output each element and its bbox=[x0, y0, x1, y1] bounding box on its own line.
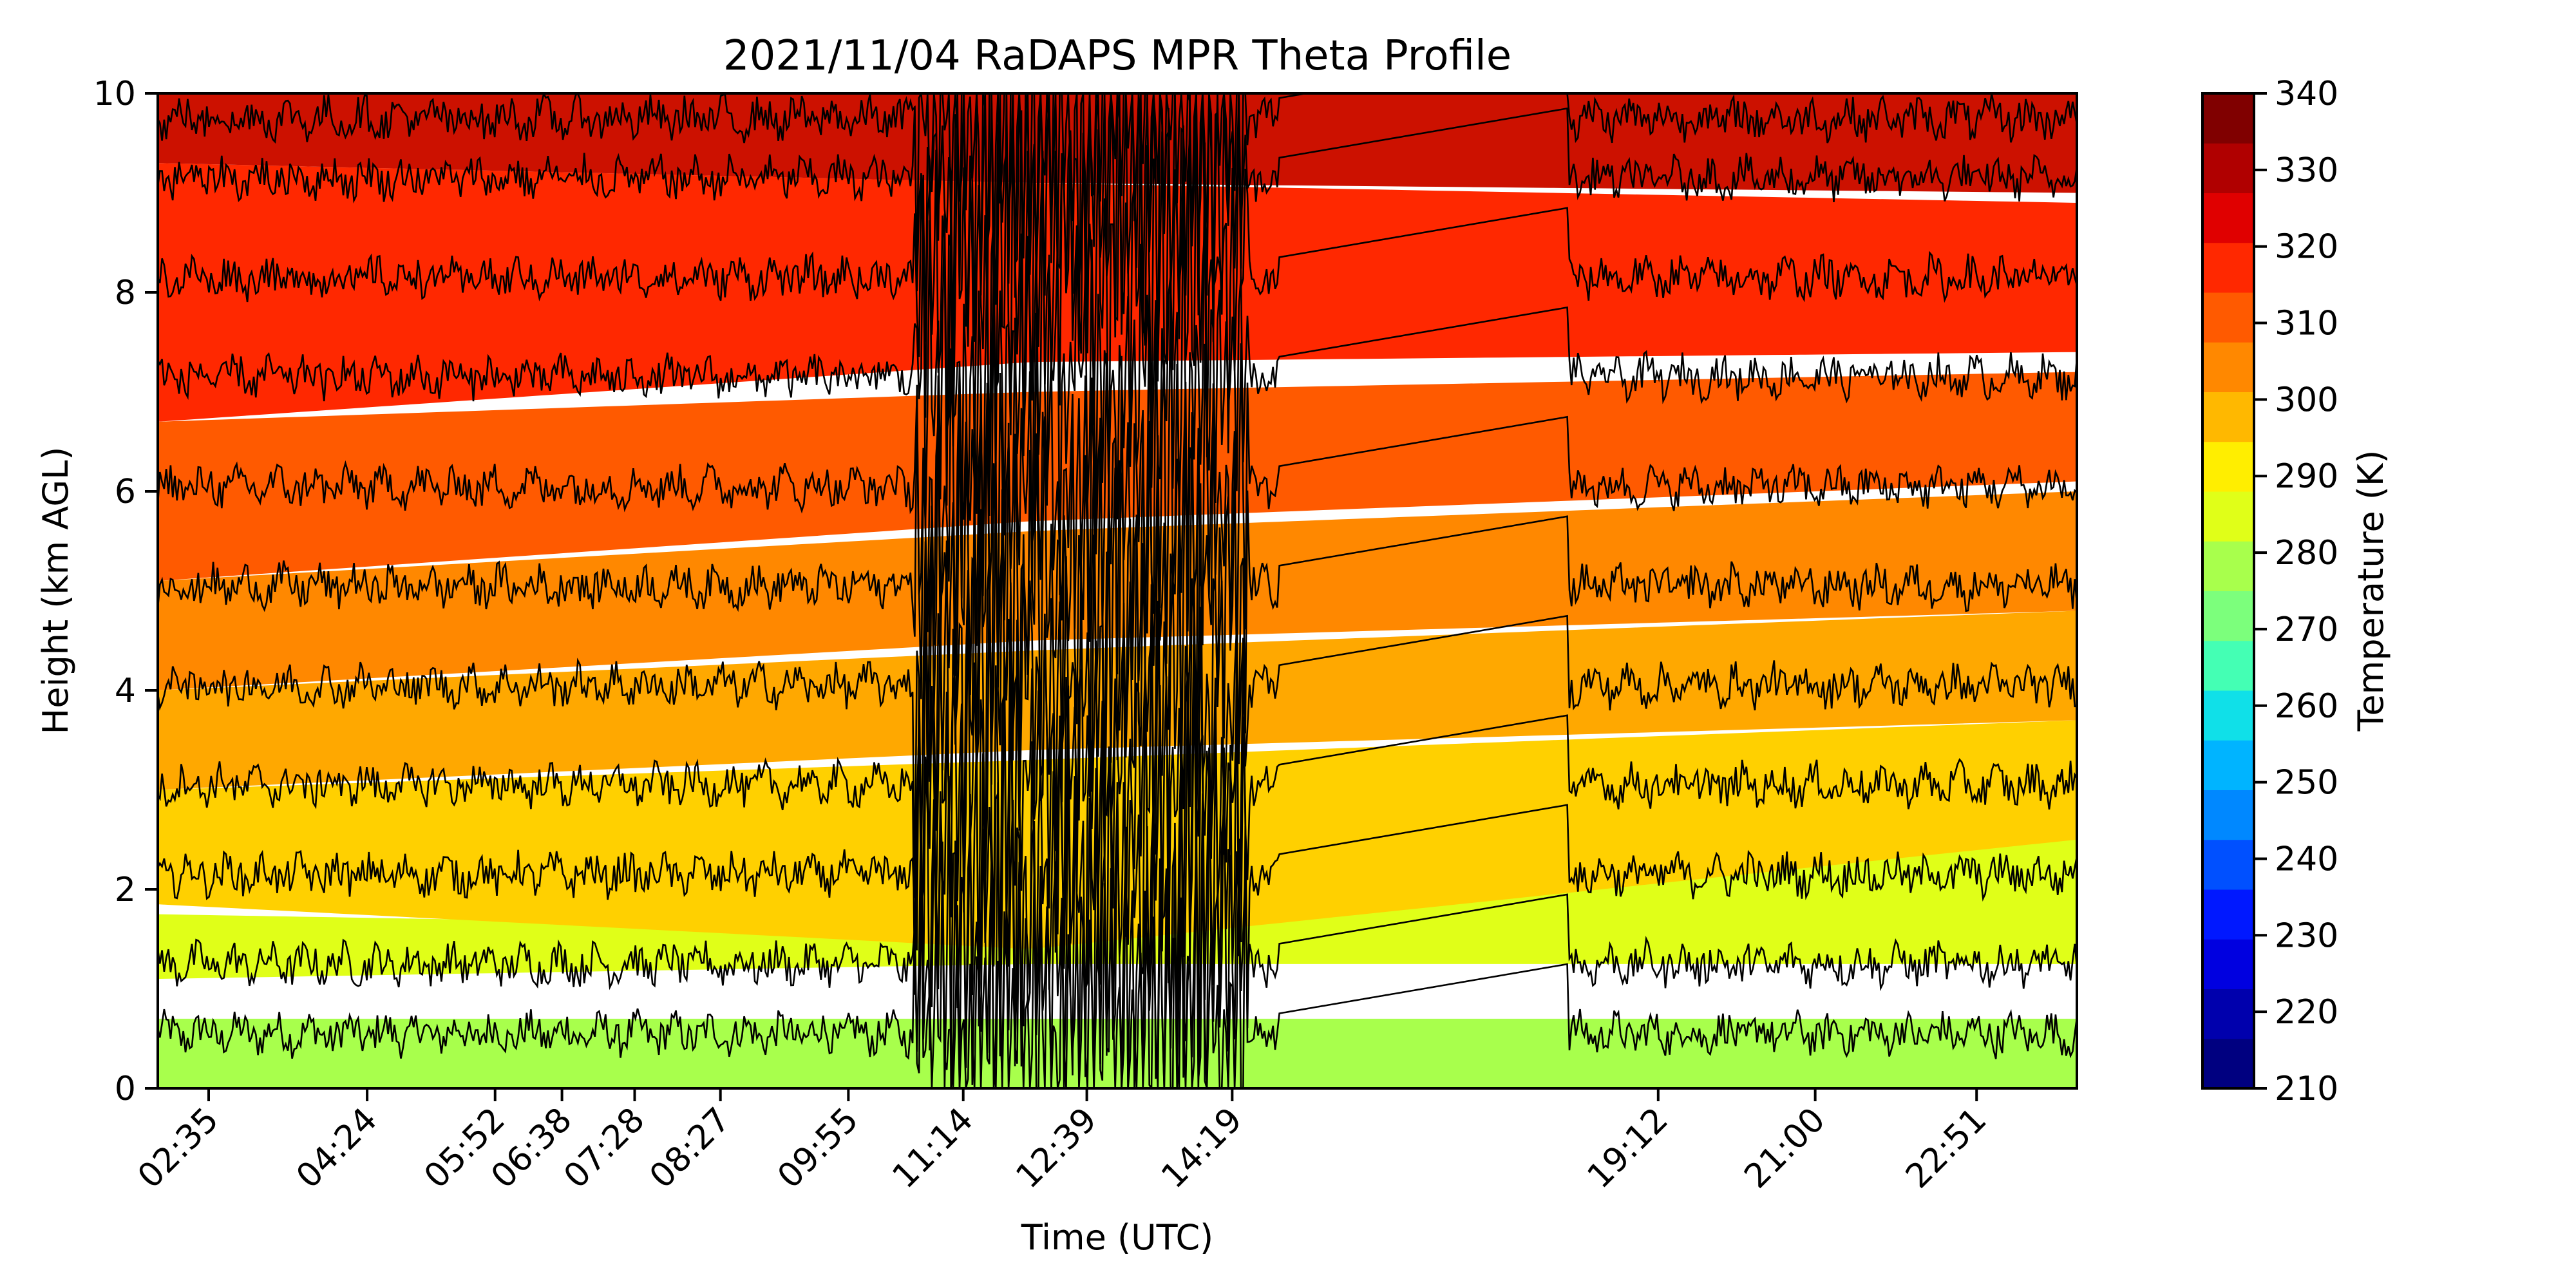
temperature-band-290 bbox=[158, 819, 2077, 980]
colorbar-tick-label: 270 bbox=[2275, 611, 2338, 649]
contour-line bbox=[158, 800, 2077, 1088]
contour-lines bbox=[158, 93, 2077, 1088]
colorbar-tick-label: 240 bbox=[2275, 840, 2338, 878]
colorbar-tick-label: 320 bbox=[2275, 228, 2338, 267]
x-tick-label: 12:39 bbox=[1009, 1101, 1104, 1196]
y-tick-label: 6 bbox=[115, 473, 136, 511]
colorbar-tick-label: 230 bbox=[2275, 916, 2338, 955]
colorbar-tick-label: 260 bbox=[2275, 687, 2338, 726]
colorbar-segment bbox=[2202, 93, 2254, 144]
colorbar-segment bbox=[2202, 640, 2254, 691]
colorbar-tick-label: 300 bbox=[2275, 381, 2338, 419]
colorbar-segment bbox=[2202, 342, 2254, 392]
contour-line bbox=[158, 93, 2077, 352]
x-tick-label: 07:28 bbox=[556, 1101, 652, 1196]
colorbar-tick-label: 310 bbox=[2275, 305, 2338, 343]
colorbar-segment bbox=[2202, 143, 2254, 193]
colorbar-segment bbox=[2202, 939, 2254, 989]
x-tick-label: 04:24 bbox=[289, 1101, 384, 1196]
x-tick-label: 22:51 bbox=[1899, 1101, 1994, 1196]
x-tick-label: 14:19 bbox=[1154, 1101, 1249, 1196]
x-tick-label: 02:35 bbox=[131, 1101, 226, 1196]
colorbar-tick-label: 250 bbox=[2275, 764, 2338, 802]
x-tick-label: 09:55 bbox=[770, 1101, 866, 1196]
colorbar-tick-label: 280 bbox=[2275, 534, 2338, 573]
colorbar: 210 220 230 240 250 260 270 280 290 300 310 320 330 3… bbox=[2201, 75, 2338, 1108]
chart-title: 2021/11/04 RaDAPS MPR Theta Profile bbox=[723, 32, 1511, 80]
colorbar-tick-label: 220 bbox=[2275, 993, 2338, 1032]
plot-area bbox=[158, 93, 2077, 1088]
plot-frame bbox=[156, 92, 2078, 1090]
colorbar-tick-label: 330 bbox=[2275, 151, 2338, 190]
colorbar-segment bbox=[2202, 889, 2254, 940]
colorbar-segment bbox=[2202, 541, 2254, 591]
colorbar-label: Temperature (K) bbox=[2351, 450, 2391, 732]
y-axis-label: Height (km AGL) bbox=[35, 447, 76, 735]
colorbar-segment bbox=[2202, 790, 2254, 840]
colorbar-segment bbox=[2202, 1038, 2254, 1089]
x-axis-label: Time (UTC) bbox=[1021, 1217, 1214, 1258]
x-tick-label: 21:00 bbox=[1737, 1101, 1832, 1196]
colorbar-segment bbox=[2202, 193, 2254, 243]
colorbar-segment bbox=[2202, 989, 2254, 1039]
colorbar-segment bbox=[2202, 740, 2254, 790]
contour-line bbox=[158, 265, 2077, 684]
x-tick-label: 19:12 bbox=[1580, 1101, 1676, 1196]
colorbar-segment bbox=[2202, 441, 2254, 492]
contour-line bbox=[158, 355, 2077, 814]
y-tick-label: 2 bbox=[115, 871, 136, 909]
colorbar-tick-label: 340 bbox=[2275, 75, 2338, 113]
colorbar-frame bbox=[2201, 92, 2255, 1090]
temperature-band-285 bbox=[158, 1018, 2077, 1088]
colorbar-segment bbox=[2202, 690, 2254, 741]
x-tick-label: 08:27 bbox=[642, 1101, 737, 1196]
colorbar-segment bbox=[2202, 491, 2254, 542]
y-axis: 0 2 4 6 8 10 bbox=[93, 75, 158, 1108]
colorbar-segment bbox=[2202, 839, 2254, 890]
contour-line bbox=[158, 142, 2077, 599]
y-tick-label: 0 bbox=[115, 1070, 136, 1108]
colorbar-segment bbox=[2202, 242, 2254, 293]
colorbar-tick-label: 290 bbox=[2275, 457, 2338, 496]
colorbar-segment bbox=[2202, 392, 2254, 442]
y-tick-label: 10 bbox=[93, 75, 136, 113]
contour-line bbox=[158, 636, 2077, 1078]
x-tick-label: 11:14 bbox=[885, 1101, 980, 1196]
y-tick-label: 4 bbox=[115, 672, 136, 710]
colorbar-segment bbox=[2202, 292, 2254, 343]
contour-line bbox=[158, 744, 2077, 1088]
colorbar-tick-label: 210 bbox=[2275, 1070, 2338, 1108]
y-tick-label: 8 bbox=[115, 274, 136, 312]
contour-line bbox=[158, 93, 2077, 511]
colorbar-segment bbox=[2202, 591, 2254, 641]
